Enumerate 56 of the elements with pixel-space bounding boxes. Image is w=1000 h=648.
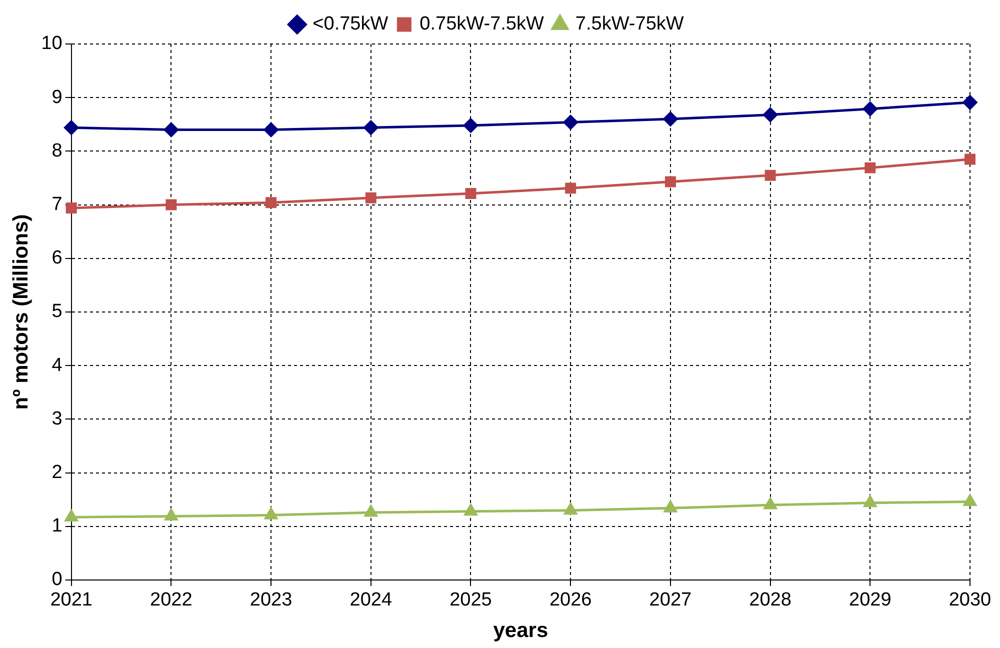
point — [862, 102, 878, 116]
legend-label: 0.75kW-7.5kW — [420, 14, 544, 35]
y-tick-label: 10 — [41, 33, 62, 54]
point — [364, 505, 378, 517]
y-tick-label: 9 — [52, 86, 62, 108]
point — [465, 188, 476, 200]
x-tick-label: 2023 — [250, 590, 292, 611]
x-axis-title: years — [493, 619, 548, 642]
point — [164, 508, 178, 520]
point — [266, 197, 277, 208]
point — [463, 118, 478, 133]
point — [964, 154, 976, 165]
x-tick-label: 2027 — [649, 590, 692, 611]
point — [264, 122, 278, 138]
point — [264, 508, 278, 520]
point — [565, 182, 576, 194]
point — [563, 115, 578, 130]
y-tick-label: 4 — [52, 354, 63, 376]
point — [864, 162, 876, 174]
legend-label: 7.5kW-75kW — [575, 14, 684, 35]
y-tick-label: 7 — [52, 194, 62, 216]
y-tick-label: 0 — [52, 569, 62, 590]
x-tick-label: 2022 — [150, 590, 192, 611]
point — [763, 108, 778, 122]
y-axis-title: nº motors (Millions) — [9, 214, 32, 410]
point — [764, 170, 776, 181]
point — [564, 503, 578, 515]
legend-label: <0.75kW — [312, 14, 388, 35]
point — [663, 112, 678, 126]
x-tick-label: 2024 — [350, 590, 392, 611]
point — [962, 95, 978, 110]
y-tick-label: 1 — [52, 516, 62, 537]
point — [364, 120, 378, 135]
point — [664, 500, 677, 512]
point — [166, 199, 177, 210]
y-tick-label: 6 — [52, 248, 62, 269]
x-tick-label: 2026 — [549, 590, 592, 611]
x-tick-label: 2028 — [749, 590, 792, 611]
y-tick-label: 3 — [52, 408, 62, 430]
point — [464, 504, 478, 516]
y-tick-label: 2 — [52, 462, 62, 484]
point — [164, 122, 178, 138]
point — [864, 496, 877, 508]
point — [764, 498, 777, 510]
x-tick-label: 2029 — [849, 590, 892, 611]
x-tick-label: 2030 — [948, 590, 992, 611]
y-tick-label: 8 — [52, 140, 62, 162]
y-tick-label: 5 — [52, 301, 62, 322]
point — [964, 494, 976, 506]
point — [66, 202, 77, 214]
x-tick-label: 2025 — [450, 590, 492, 611]
point — [64, 510, 78, 522]
x-tick-label: 2021 — [50, 590, 92, 611]
point — [64, 120, 79, 135]
point — [365, 192, 376, 204]
point — [664, 176, 676, 188]
